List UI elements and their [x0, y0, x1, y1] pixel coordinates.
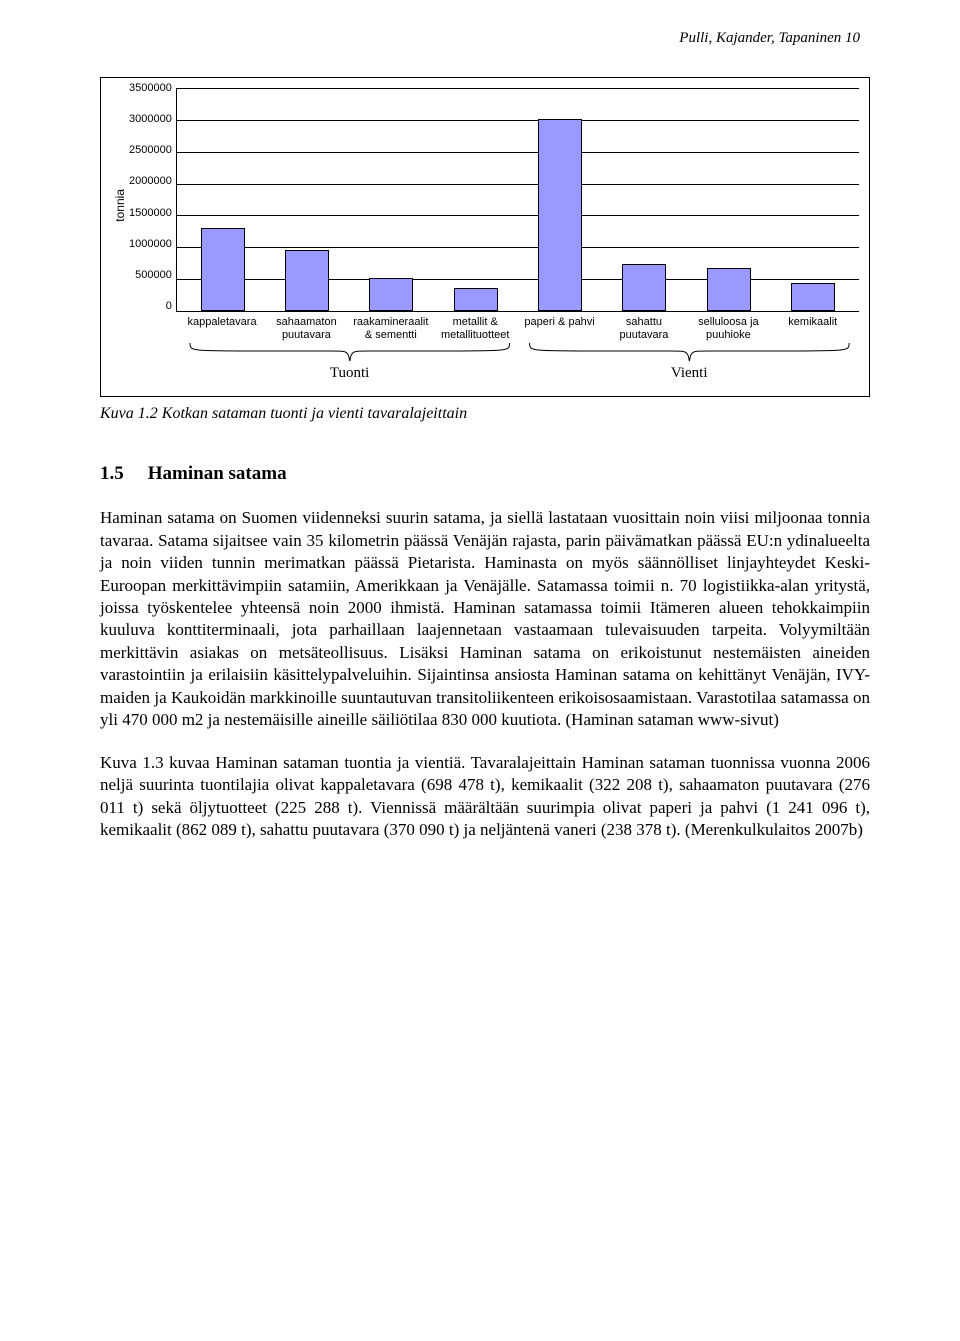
x-label: sahaamatonpuutavara — [264, 316, 348, 341]
chart-container: tonnia 3500000 3000000 2500000 2000000 15000… — [100, 77, 870, 397]
y-tick: 2500000 — [129, 144, 172, 156]
bar-slot — [686, 268, 770, 311]
bar-slot — [602, 264, 686, 311]
bar-slot — [349, 278, 433, 311]
bar-slot — [518, 119, 602, 311]
bar — [622, 264, 666, 311]
bar-slot — [434, 288, 518, 311]
bar-slot — [771, 283, 855, 311]
page-header: Pulli, Kajander, Tapaninen 10 — [100, 30, 870, 47]
group-labels: Tuonti Vienti — [176, 365, 859, 382]
y-axis-ticks: 3500000 3000000 2500000 2000000 1500000 10000… — [129, 82, 176, 312]
y-tick: 1500000 — [129, 207, 172, 219]
group-label-tuonti: Tuonti — [180, 365, 520, 382]
figure-caption: Kuva 1.2 Kotkan sataman tuonti ja vienti… — [100, 405, 870, 423]
paragraph-1: Haminan satama on Suomen viidenneksi suu… — [100, 507, 870, 731]
x-label: selluloosa japuuhioke — [686, 316, 770, 341]
bar — [285, 250, 329, 311]
x-label: paperi & pahvi — [517, 316, 601, 341]
bar-slot — [181, 228, 265, 311]
y-tick: 0 — [129, 300, 172, 312]
y-tick: 3500000 — [129, 82, 172, 94]
y-tick: 2000000 — [129, 175, 172, 187]
x-label: kappaletavara — [180, 316, 264, 341]
x-label: metallit &metallituotteet — [433, 316, 517, 341]
plot-area — [176, 88, 859, 312]
y-tick: 500000 — [129, 269, 172, 281]
section-number: 1.5 — [100, 463, 124, 485]
bar — [454, 288, 498, 311]
y-axis-label: tonnia — [111, 189, 129, 222]
bar-slot — [265, 250, 349, 311]
x-axis-labels: kappaletavarasahaamatonpuutavararaakamin… — [176, 312, 859, 341]
x-label: raakamineraalit& sementti — [349, 316, 433, 341]
bar-chart: tonnia 350000030000002500000200000015000… — [111, 88, 859, 382]
section-title: Haminan satama — [148, 463, 287, 484]
section-heading: 1.5 Haminan satama — [100, 463, 870, 485]
bar — [201, 228, 245, 311]
x-label: sahattupuutavara — [602, 316, 686, 341]
y-tick: 1000000 — [129, 238, 172, 250]
group-braces — [176, 341, 859, 363]
brace-svg — [180, 341, 859, 363]
x-label: kemikaalit — [771, 316, 855, 341]
bar — [369, 278, 413, 311]
header-text: Pulli, Kajander, Tapaninen 10 — [679, 30, 860, 46]
paragraph-2: Kuva 1.3 kuvaa Haminan sataman tuontia j… — [100, 752, 870, 842]
bar — [791, 283, 835, 311]
y-tick: 3000000 — [129, 113, 172, 125]
group-label-vienti: Vienti — [519, 365, 859, 382]
bar — [538, 119, 582, 311]
bar — [707, 268, 751, 311]
